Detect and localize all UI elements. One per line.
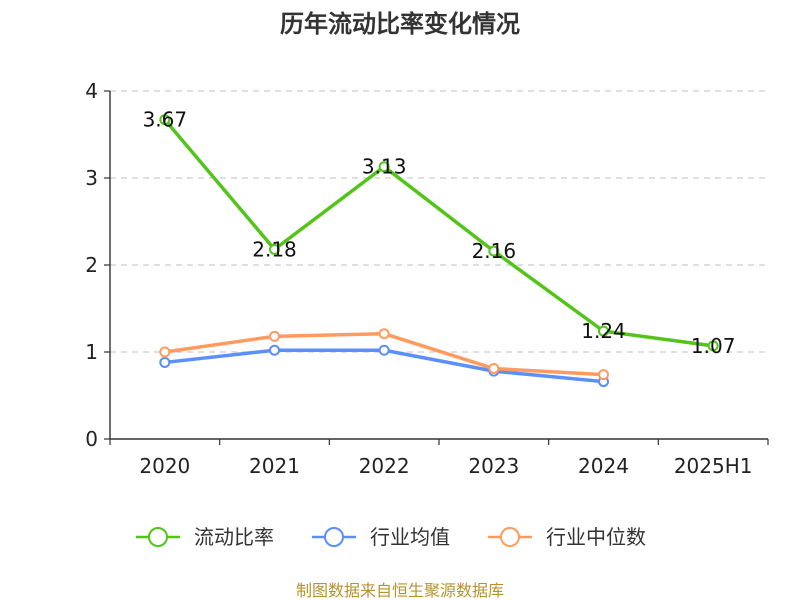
data-point[interactable]: [159, 346, 171, 358]
y-tick-label: 4: [85, 79, 98, 103]
legend-marker: [500, 527, 520, 547]
axes: 0 1 2 3 4 2020 2021 2022 2023 2024 2025H1: [85, 79, 769, 478]
legend-label: 流动比率: [194, 525, 274, 549]
chart-title: 历年流动比率变化情况: [280, 10, 520, 38]
series-lines: [159, 114, 719, 388]
x-tick-label: 2025H1: [674, 454, 753, 478]
data-label: 1.07: [691, 334, 736, 358]
data-point[interactable]: [378, 328, 390, 340]
data-label: 2.16: [472, 239, 517, 263]
data-point[interactable]: [378, 344, 390, 356]
data-point[interactable]: [159, 114, 171, 126]
y-tick-label: 1: [85, 340, 98, 364]
source-note: 制图数据来自恒生聚源数据库: [296, 581, 504, 600]
x-tick-label: 2021: [249, 454, 300, 478]
x-tick-label: 2020: [139, 454, 190, 478]
legend-label: 行业均值: [370, 525, 450, 549]
series-line-0: [163, 117, 715, 348]
y-tick-label: 3: [85, 166, 98, 190]
data-point[interactable]: [269, 330, 280, 342]
data-point[interactable]: [707, 340, 719, 352]
legend-marker: [324, 527, 344, 547]
data-point[interactable]: [598, 369, 609, 381]
legend-item-0[interactable]: 流动比率: [136, 525, 274, 549]
data-point[interactable]: [269, 344, 280, 356]
data-label: 1.24: [581, 319, 626, 343]
data-point[interactable]: [159, 356, 171, 368]
data-point[interactable]: [378, 161, 390, 173]
legend-item-1[interactable]: 行业均值: [312, 525, 450, 549]
legend[interactable]: 流动比率 行业均值 行业中位数: [136, 525, 646, 549]
x-tick-label: 2023: [468, 454, 519, 478]
data-point[interactable]: [488, 245, 500, 257]
data-point[interactable]: [598, 325, 609, 337]
x-tick-label: 2022: [359, 454, 410, 478]
y-tick-label: 0: [85, 427, 98, 451]
data-label: 3.67: [143, 108, 188, 132]
data-label: 3.13: [362, 155, 407, 179]
data-point[interactable]: [488, 363, 500, 375]
legend-marker: [148, 527, 168, 547]
x-tick-label: 2024: [578, 454, 629, 478]
legend-label: 行业中位数: [546, 525, 646, 549]
data-label: 2.18: [252, 237, 297, 261]
data-labels: 3.67 2.18 3.13 2.16 1.24 1.07: [143, 108, 736, 358]
legend-item-2[interactable]: 行业中位数: [488, 525, 646, 549]
y-tick-label: 2: [85, 253, 98, 277]
data-point[interactable]: [269, 243, 280, 255]
gridlines: [110, 90, 768, 353]
